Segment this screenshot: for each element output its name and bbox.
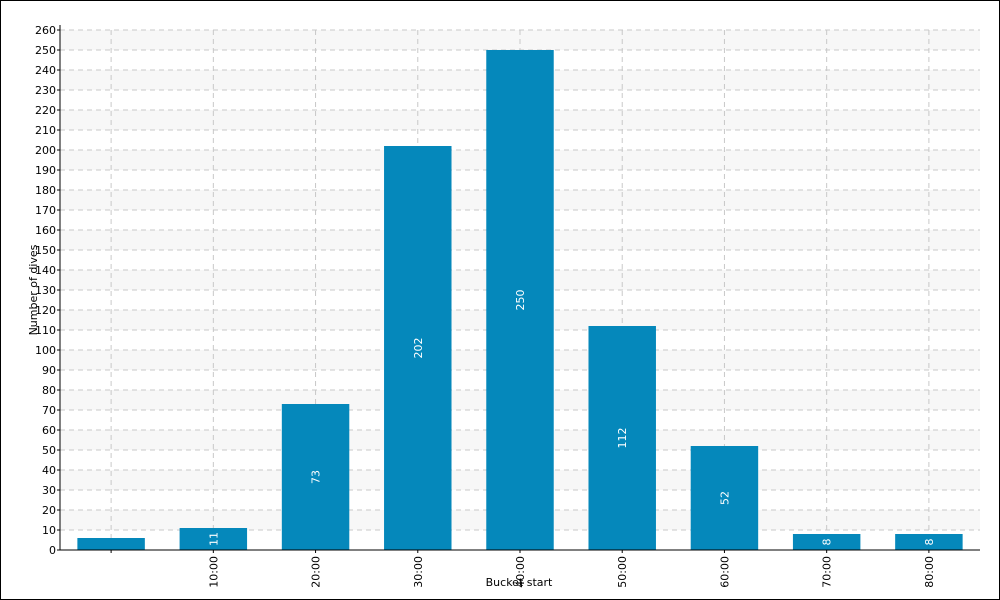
y-tick-label: 20	[42, 504, 56, 517]
y-axis-label: Number of dives	[27, 244, 40, 335]
y-tick-label: 100	[35, 344, 56, 357]
value-label: 8	[923, 539, 936, 546]
x-tick-label: 30:00	[412, 556, 425, 588]
y-tick-label: 10	[42, 524, 56, 537]
y-tick-label: 110	[35, 324, 56, 337]
y-tick-label: 240	[35, 64, 56, 77]
x-tick-label: 50:00	[616, 556, 629, 588]
y-tick-label: 230	[35, 84, 56, 97]
value-label: 112	[616, 428, 629, 449]
y-tick-label: 0	[49, 544, 56, 557]
y-tick-label: 170	[35, 204, 56, 217]
x-axis-label: Bucket start	[486, 576, 553, 589]
bar	[690, 446, 759, 550]
value-label: 73	[310, 470, 323, 484]
y-tick-label: 70	[42, 404, 56, 417]
x-tick-label: 60:00	[718, 556, 731, 588]
x-tick-label: 40:00	[514, 556, 527, 588]
value-label: 202	[412, 338, 425, 359]
y-tick-label: 80	[42, 384, 56, 397]
y-tick-label: 130	[35, 284, 56, 297]
y-tick-label: 180	[35, 184, 56, 197]
y-tick-label: 40	[42, 464, 56, 477]
bar	[77, 538, 145, 550]
bar	[792, 534, 861, 550]
value-label: 11	[207, 532, 220, 546]
bar	[486, 50, 554, 550]
value-label: 52	[718, 491, 731, 505]
y-tick-label: 220	[35, 104, 56, 117]
y-tick-label: 90	[42, 364, 56, 377]
y-tick-label: 120	[35, 304, 56, 317]
x-tick-label: 10:00	[207, 556, 220, 588]
bar	[281, 404, 350, 550]
y-tick-label: 260	[35, 24, 56, 37]
bar	[384, 146, 452, 550]
y-tick-label: 160	[35, 224, 56, 237]
y-tick-label: 140	[35, 264, 56, 277]
y-tick-label: 150	[35, 244, 56, 257]
bar	[895, 534, 963, 550]
value-label: 250	[514, 290, 527, 311]
y-tick-label: 190	[35, 164, 56, 177]
y-tick-label: 60	[42, 424, 56, 437]
y-tick-label: 30	[42, 484, 56, 497]
value-label: 8	[821, 539, 834, 546]
x-tick-label: 80:00	[923, 556, 936, 588]
y-tick-label: 250	[35, 44, 56, 57]
y-tick-label: 50	[42, 444, 56, 457]
bar	[179, 528, 248, 550]
x-tick-label: 70:00	[821, 556, 834, 588]
y-tick-label: 210	[35, 124, 56, 137]
y-tick-label: 200	[35, 144, 56, 157]
x-tick-label: 20:00	[310, 556, 323, 588]
bar	[588, 326, 656, 550]
